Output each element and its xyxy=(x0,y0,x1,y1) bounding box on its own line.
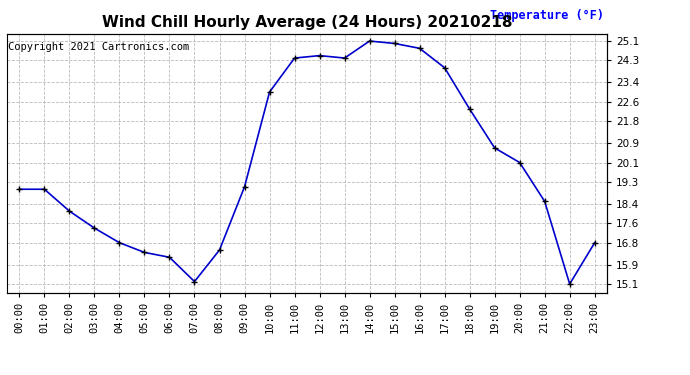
Text: Copyright 2021 Cartronics.com: Copyright 2021 Cartronics.com xyxy=(8,42,189,51)
Title: Wind Chill Hourly Average (24 Hours) 20210218: Wind Chill Hourly Average (24 Hours) 202… xyxy=(102,15,512,30)
Text: Temperature (°F): Temperature (°F) xyxy=(491,9,604,22)
